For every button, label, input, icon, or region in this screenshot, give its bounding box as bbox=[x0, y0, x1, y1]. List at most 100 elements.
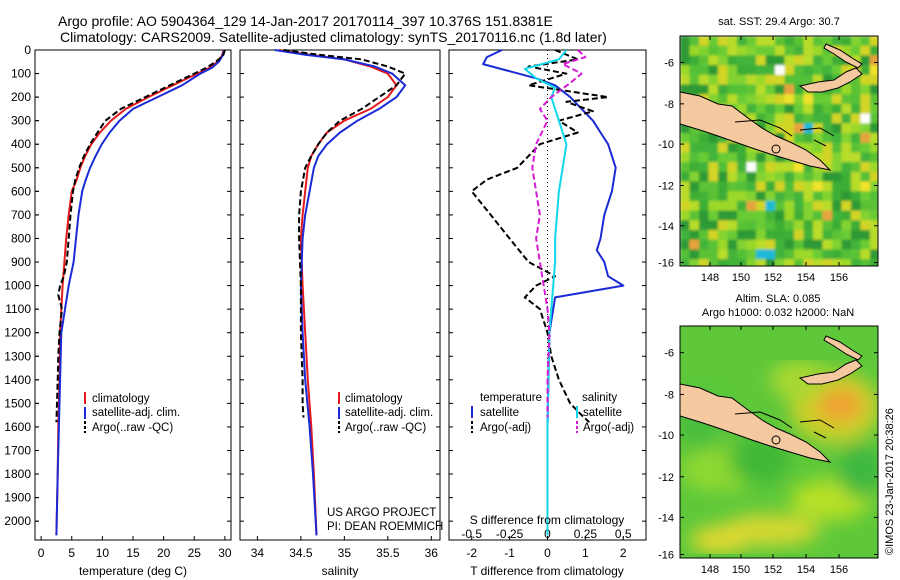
sst-cell bbox=[784, 171, 795, 182]
sst-cell bbox=[708, 94, 719, 105]
sst-cell bbox=[822, 55, 833, 66]
sst-cell bbox=[813, 133, 823, 143]
sst-cell bbox=[699, 249, 709, 260]
sst-cell bbox=[813, 220, 823, 231]
sst-cell bbox=[727, 171, 738, 182]
temperature-legend: climatology satellite-adj. clim. Argo(..… bbox=[84, 392, 180, 434]
sst-cell bbox=[765, 249, 776, 260]
sst-cell bbox=[699, 142, 709, 153]
sst-cell bbox=[765, 74, 776, 85]
sst-cell bbox=[832, 55, 842, 66]
lat-tick-label: -14 bbox=[658, 221, 674, 233]
sst-cell bbox=[737, 94, 747, 105]
sst-cell bbox=[794, 239, 804, 250]
sst-cell bbox=[784, 220, 795, 231]
sst-cell bbox=[765, 55, 776, 66]
sst-cell bbox=[727, 239, 738, 250]
sst-cell bbox=[727, 45, 738, 56]
sst-cell bbox=[756, 249, 766, 260]
sst-cell bbox=[794, 123, 804, 134]
argo-float-marker bbox=[771, 144, 781, 154]
sst-cell bbox=[822, 220, 833, 231]
new-britain-land bbox=[798, 359, 863, 385]
sst-cell bbox=[860, 74, 871, 85]
lon-tick-label: 154 bbox=[797, 564, 815, 576]
sst-cell bbox=[718, 230, 728, 240]
sst-cell bbox=[699, 162, 709, 173]
sst-cell bbox=[832, 133, 842, 143]
sst-cell bbox=[699, 65, 709, 76]
x-tick-label: 2 bbox=[620, 546, 627, 560]
s-difference-axis-label: S difference from climatology bbox=[470, 513, 625, 527]
lat-tick-label: -8 bbox=[664, 99, 674, 111]
sst-cell bbox=[689, 142, 700, 153]
sst-cell bbox=[813, 65, 823, 76]
sst-cell bbox=[860, 162, 871, 173]
sst-cell bbox=[718, 94, 728, 105]
sst-cell bbox=[803, 142, 814, 153]
sst-cell bbox=[841, 230, 852, 240]
sst-cell bbox=[689, 45, 700, 56]
sst-cell bbox=[775, 220, 785, 231]
sst-cell bbox=[718, 84, 728, 95]
title-line-1: Argo profile: AO 5904364_129 14-Jan-2017… bbox=[58, 13, 553, 29]
depth-tick-label: 100 bbox=[11, 67, 31, 81]
sst-cell bbox=[718, 74, 728, 85]
sst-cell bbox=[860, 181, 871, 192]
sst-cell bbox=[756, 210, 766, 221]
x-tick-label: 35 bbox=[338, 546, 352, 560]
series-line bbox=[55, 49, 226, 536]
sst-cell bbox=[841, 259, 852, 266]
depth-tick-label: 1200 bbox=[4, 326, 31, 340]
sst-cell bbox=[746, 113, 757, 124]
sst-cell bbox=[794, 200, 804, 211]
lat-tick-label: -12 bbox=[658, 181, 674, 193]
sst-cell bbox=[841, 249, 852, 260]
sst-cell bbox=[708, 239, 719, 250]
x-tick-label: 25 bbox=[188, 546, 202, 560]
sst-cell bbox=[841, 133, 852, 143]
sst-cell bbox=[765, 220, 776, 231]
sst-cell bbox=[860, 55, 871, 66]
x-tick-label: 35.5 bbox=[376, 546, 400, 560]
sst-cell bbox=[737, 55, 747, 66]
sst-cell bbox=[727, 200, 738, 211]
sst-cell bbox=[784, 230, 795, 240]
sst-cell bbox=[822, 249, 833, 260]
sst-cell bbox=[794, 103, 804, 114]
sst-cell bbox=[689, 36, 700, 46]
sst-cell bbox=[737, 171, 747, 182]
sst-cell bbox=[727, 249, 738, 260]
sst-cell bbox=[870, 36, 878, 46]
lon-tick-label: 150 bbox=[732, 564, 750, 576]
sst-cell bbox=[870, 230, 878, 240]
sst-cell bbox=[851, 74, 861, 85]
new-ireland-land bbox=[823, 43, 863, 69]
depth-tick-label: 1400 bbox=[4, 373, 31, 387]
sst-cell bbox=[851, 220, 861, 231]
sst-cell bbox=[699, 239, 709, 250]
sst-cell bbox=[870, 162, 878, 173]
sst-cell bbox=[813, 239, 823, 250]
sst-cell bbox=[699, 181, 709, 192]
sst-cell bbox=[794, 181, 804, 192]
sst-cell bbox=[803, 249, 814, 260]
sst-cell bbox=[727, 152, 738, 163]
lat-tick-label: -8 bbox=[664, 389, 674, 401]
sst-cell bbox=[860, 220, 871, 231]
lat-tick-label: -6 bbox=[664, 348, 674, 360]
sst-cell bbox=[822, 36, 833, 46]
sst-cell bbox=[822, 259, 833, 266]
s-tick-label: -0.5 bbox=[461, 527, 482, 541]
new-ireland-land bbox=[823, 335, 863, 361]
sst-cell bbox=[832, 142, 842, 153]
sst-cell bbox=[870, 200, 878, 211]
sst-cell bbox=[784, 45, 795, 56]
sst-cell bbox=[680, 152, 690, 163]
sst-cell bbox=[708, 220, 719, 231]
temperature-axis-label: temperature (deg C) bbox=[79, 564, 187, 578]
lon-tick-label: 156 bbox=[830, 272, 848, 284]
sst-cell bbox=[680, 74, 690, 85]
x-tick-label: 10 bbox=[96, 546, 110, 560]
